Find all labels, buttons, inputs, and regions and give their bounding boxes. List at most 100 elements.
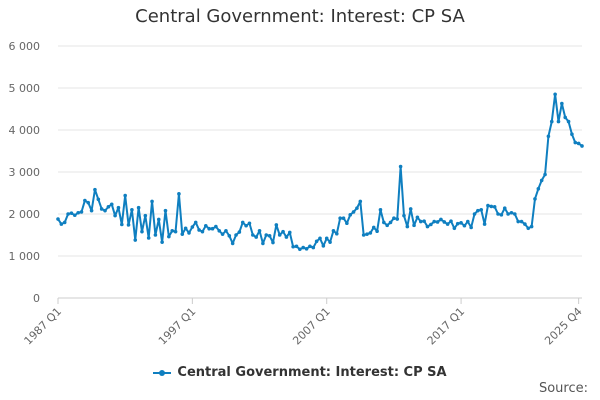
data-point[interactable] bbox=[529, 224, 534, 229]
data-point[interactable] bbox=[526, 226, 531, 231]
data-point[interactable] bbox=[170, 229, 175, 233]
data-point[interactable] bbox=[563, 115, 568, 120]
data-point[interactable] bbox=[234, 233, 238, 237]
data-point[interactable] bbox=[86, 200, 91, 205]
data-point[interactable] bbox=[230, 241, 235, 246]
data-point[interactable] bbox=[308, 244, 312, 249]
data-point[interactable] bbox=[492, 205, 497, 209]
data-point[interactable] bbox=[415, 215, 420, 220]
data-point[interactable] bbox=[217, 229, 222, 233]
data-point[interactable] bbox=[486, 203, 490, 208]
data-point[interactable] bbox=[163, 208, 168, 213]
data-point[interactable] bbox=[375, 229, 379, 234]
data-point[interactable] bbox=[76, 210, 80, 215]
data-point[interactable] bbox=[331, 229, 336, 233]
data-point[interactable] bbox=[479, 208, 484, 212]
data-point[interactable] bbox=[318, 236, 322, 241]
data-point[interactable] bbox=[392, 216, 396, 220]
data-point[interactable] bbox=[576, 141, 581, 146]
data-point[interactable] bbox=[573, 140, 578, 145]
data-point[interactable] bbox=[227, 234, 232, 238]
data-point[interactable] bbox=[432, 219, 437, 224]
data-point[interactable] bbox=[89, 208, 94, 213]
data-point[interactable] bbox=[516, 219, 520, 224]
data-point[interactable] bbox=[301, 245, 306, 250]
data-point[interactable] bbox=[251, 233, 255, 237]
data-point[interactable] bbox=[103, 208, 107, 213]
data-point[interactable] bbox=[405, 224, 410, 229]
data-point[interactable] bbox=[452, 226, 457, 231]
data-point[interactable] bbox=[210, 226, 215, 231]
data-point[interactable] bbox=[56, 217, 60, 221]
data-point[interactable] bbox=[284, 235, 289, 239]
data-point[interactable] bbox=[281, 229, 285, 234]
data-point[interactable] bbox=[371, 225, 376, 230]
data-point[interactable] bbox=[109, 202, 114, 207]
data-point[interactable] bbox=[304, 247, 309, 251]
data-point[interactable] bbox=[442, 220, 447, 224]
data-point[interactable] bbox=[257, 229, 262, 233]
data-point[interactable] bbox=[207, 226, 211, 231]
data-point[interactable] bbox=[83, 198, 87, 203]
data-point[interactable] bbox=[549, 119, 554, 124]
data-point[interactable] bbox=[190, 225, 195, 229]
data-point[interactable] bbox=[422, 219, 426, 223]
data-point[interactable] bbox=[509, 210, 514, 215]
data-point[interactable] bbox=[99, 207, 104, 211]
data-point[interactable] bbox=[244, 223, 248, 228]
data-point[interactable] bbox=[445, 222, 450, 226]
data-point[interactable] bbox=[261, 241, 265, 246]
data-point[interactable] bbox=[580, 144, 584, 148]
data-point[interactable] bbox=[79, 210, 84, 214]
data-point[interactable] bbox=[536, 187, 541, 191]
data-point[interactable] bbox=[351, 210, 356, 214]
data-point[interactable] bbox=[459, 221, 463, 225]
data-point[interactable] bbox=[328, 240, 332, 244]
data-point[interactable] bbox=[324, 236, 329, 241]
data-point[interactable] bbox=[465, 219, 470, 224]
data-point[interactable] bbox=[425, 224, 430, 229]
data-point[interactable] bbox=[136, 205, 141, 210]
data-point[interactable] bbox=[361, 233, 366, 237]
data-point[interactable] bbox=[338, 216, 342, 220]
data-point[interactable] bbox=[126, 223, 131, 227]
data-point[interactable] bbox=[439, 217, 443, 222]
data-point[interactable] bbox=[120, 222, 124, 227]
data-point[interactable] bbox=[66, 212, 70, 216]
data-point[interactable] bbox=[254, 235, 258, 239]
data-point[interactable] bbox=[388, 220, 393, 225]
data-point[interactable] bbox=[395, 217, 400, 221]
legend[interactable]: Central Government: Interest: CP SA bbox=[0, 365, 600, 382]
data-point[interactable] bbox=[412, 223, 416, 228]
data-point[interactable] bbox=[187, 231, 191, 235]
data-point[interactable] bbox=[197, 228, 201, 232]
data-point[interactable] bbox=[543, 172, 547, 177]
data-point[interactable] bbox=[314, 239, 319, 244]
data-point[interactable] bbox=[449, 219, 453, 223]
data-point[interactable] bbox=[160, 240, 164, 244]
data-point[interactable] bbox=[220, 232, 225, 236]
data-point[interactable] bbox=[539, 178, 544, 183]
data-point[interactable] bbox=[341, 216, 346, 220]
data-point[interactable] bbox=[93, 187, 97, 192]
data-point[interactable] bbox=[180, 232, 185, 236]
data-point[interactable] bbox=[560, 101, 564, 106]
data-point[interactable] bbox=[72, 213, 77, 218]
data-point[interactable] bbox=[123, 193, 127, 198]
data-point[interactable] bbox=[469, 225, 473, 230]
data-point[interactable] bbox=[183, 226, 188, 231]
data-point[interactable] bbox=[311, 245, 316, 250]
data-point[interactable] bbox=[566, 119, 571, 124]
data-point[interactable] bbox=[368, 231, 373, 235]
data-point[interactable] bbox=[140, 229, 144, 234]
data-point[interactable] bbox=[553, 92, 557, 97]
data-point[interactable] bbox=[519, 219, 524, 224]
data-point[interactable] bbox=[402, 213, 406, 218]
data-point[interactable] bbox=[264, 233, 269, 237]
data-point[interactable] bbox=[345, 221, 349, 226]
data-point[interactable] bbox=[462, 223, 467, 228]
data-point[interactable] bbox=[143, 213, 148, 218]
data-point[interactable] bbox=[130, 208, 134, 212]
data-point[interactable] bbox=[472, 212, 477, 216]
data-point[interactable] bbox=[334, 231, 339, 236]
